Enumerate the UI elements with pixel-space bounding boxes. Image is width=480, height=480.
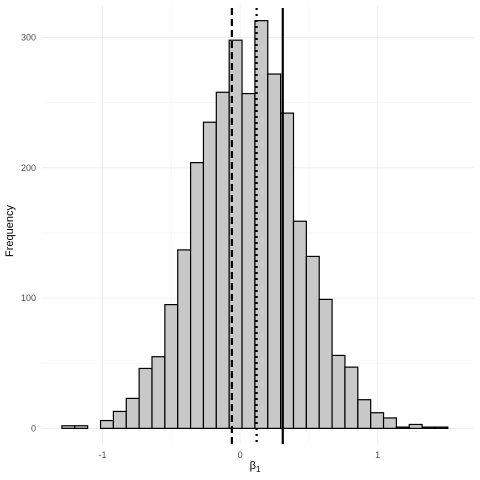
histogram-bar <box>305 255 320 429</box>
histogram-bar <box>189 162 205 429</box>
histogram-bar <box>318 298 333 429</box>
histogram-bar <box>99 419 115 429</box>
histogram-bar <box>408 423 423 429</box>
x-tick-label: 0 <box>238 450 243 460</box>
reference-lines <box>230 8 284 444</box>
y-tick-label: 0 <box>31 423 36 433</box>
histogram-bar <box>267 73 282 429</box>
histogram-bar <box>61 425 76 429</box>
histogram-bar <box>357 399 372 429</box>
histogram-bar <box>112 410 127 429</box>
histogram-bar <box>331 354 346 429</box>
histogram-bar <box>202 121 217 429</box>
x-axis-title: β1 <box>250 460 261 474</box>
histogram-bar <box>370 412 385 429</box>
y-tick-label: 300 <box>21 33 36 43</box>
y-tick-label: 200 <box>21 163 36 173</box>
histogram-bar <box>125 397 140 429</box>
histogram-bar <box>344 366 359 429</box>
x-tick-label: -1 <box>99 450 107 460</box>
histogram-bar <box>395 426 410 429</box>
y-axis-title: Frequency <box>4 205 16 257</box>
histogram-bar <box>138 367 153 429</box>
histogram-bars <box>61 20 449 429</box>
histogram-bar <box>241 92 256 429</box>
histogram-bar <box>164 304 179 429</box>
histogram-bar <box>292 220 307 429</box>
x-tick-labels: -1 0 1 <box>99 450 381 460</box>
y-tick-label: 100 <box>21 293 36 303</box>
histogram-bar <box>434 426 449 429</box>
histogram-bar <box>74 425 89 429</box>
x-tick-label: 1 <box>375 450 380 460</box>
histogram-bar <box>151 356 166 429</box>
y-tick-labels: 0 100 200 300 <box>21 33 36 434</box>
histogram-bar <box>177 249 192 429</box>
histogram-bar <box>215 91 230 429</box>
histogram-bar <box>382 417 398 429</box>
histogram-bar <box>421 426 436 429</box>
